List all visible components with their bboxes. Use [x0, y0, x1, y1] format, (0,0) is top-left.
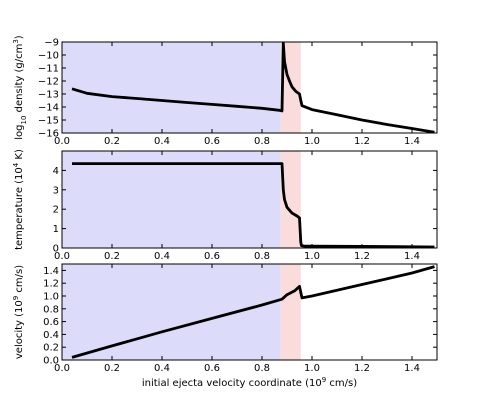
x-tick-label: 1.2	[354, 251, 370, 262]
x-tick-label: 0.8	[254, 363, 270, 374]
y-tick-label: −9	[44, 38, 59, 49]
x-tick-label: 0.4	[154, 363, 170, 374]
x-tick-label: 1.0	[304, 363, 320, 374]
y-tick-label: 0.4	[43, 330, 59, 341]
x-tick-label: 0.8	[254, 136, 270, 147]
series-line-1	[71, 41, 435, 134]
x-tick-label: 0.2	[104, 136, 120, 147]
y-tick-label: −11	[38, 64, 59, 75]
y-axis-label: temperature (104 K)	[12, 149, 25, 250]
y-tick-label: 2	[53, 205, 59, 216]
x-tick-label: 0.0	[54, 136, 70, 147]
x-tick-label: 0.6	[204, 251, 220, 262]
x-tick-label: 1.4	[404, 136, 420, 147]
axes-frame	[61, 263, 438, 361]
axes-frame	[61, 41, 438, 134]
x-tick-label: 0.8	[254, 251, 270, 262]
x-tick-label: 0.2	[104, 251, 120, 262]
y-axis-label: velocity (109 cm/s)	[12, 265, 25, 359]
x-tick-label: 1.0	[304, 251, 320, 262]
series-line-1	[71, 265, 435, 359]
y-tick-label: 0.0	[43, 356, 59, 367]
y-tick-label: −16	[38, 129, 59, 140]
x-tick-label: 0.6	[204, 363, 220, 374]
y-tick-label: 0	[53, 244, 59, 255]
panel-2: 0.0 0.2 0.4 0.6 0.8 1.0 1.2 1.4 0 1 2 3 4 temperature…	[12, 149, 438, 262]
x-tick-label: 1.4	[404, 363, 420, 374]
x-tick-label: 0.0	[54, 363, 70, 374]
y-tick-label: −13	[38, 90, 59, 101]
y-tick-label: −12	[38, 77, 59, 88]
y-tick-label: 4	[53, 166, 59, 177]
y-tick-label: 0.6	[43, 317, 59, 328]
x-tick-label: 0.4	[154, 136, 170, 147]
x-tick-label: 0.2	[104, 363, 120, 374]
axes-frame	[61, 150, 438, 249]
y-tick-label: 1.2	[43, 279, 59, 290]
shaded-region-1	[62, 42, 281, 133]
shaded-region-1	[62, 151, 281, 248]
y-tick-label: 1	[53, 224, 59, 235]
y-tick-label: 3	[53, 185, 59, 196]
y-tick-label: 0.2	[43, 343, 59, 354]
panel-3: 0.0 0.2 0.4 0.6 0.8 1.0 1.2 1.40.00.20.40.60.81…	[12, 263, 438, 389]
y-tick-label: −10	[38, 51, 59, 62]
x-tick-label: 1.2	[354, 363, 370, 374]
x-tick-label: 1.0	[304, 136, 320, 147]
y-axis-label: log10 density (g/cm3)	[12, 35, 28, 140]
y-tick-label: −15	[38, 116, 59, 127]
panel-1: 0.0 0.2 0.4 0.6 0.8 1.0 1.2 1.4 −16 −15 −14 −13 −12 −…	[12, 35, 438, 147]
x-tick-label: 1.2	[354, 136, 370, 147]
x-tick-label: 1.4	[404, 251, 420, 262]
x-tick-label: 0.0	[54, 251, 70, 262]
x-tick-label: 0.6	[204, 136, 220, 147]
y-tick-label: −14	[38, 103, 59, 114]
x-axis-label: initial ejecta velocity coordinate (109 …	[142, 376, 357, 389]
y-tick-label: 1.4	[43, 266, 59, 277]
shaded-region-2	[280, 151, 301, 248]
y-tick-label: 1.0	[43, 292, 59, 303]
x-tick-label: 0.4	[154, 251, 170, 262]
y-tick-label: 0.8	[43, 304, 59, 315]
shaded-region-1	[62, 264, 281, 360]
shaded-region-2	[280, 264, 301, 360]
